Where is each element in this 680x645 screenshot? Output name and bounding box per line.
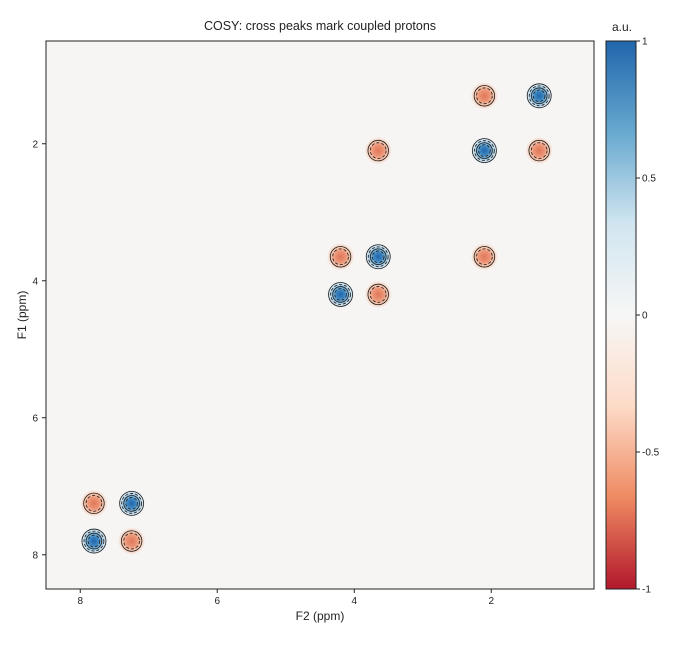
diagonal-peak xyxy=(525,82,553,110)
peak-contour xyxy=(528,85,550,107)
peak-fill xyxy=(470,243,499,271)
peak-fill xyxy=(80,489,108,518)
cross-peak xyxy=(364,136,392,165)
y-tick-label: 4 xyxy=(32,276,38,287)
peak-fill xyxy=(117,527,146,555)
cross-peak xyxy=(470,243,499,271)
diagonal-peak xyxy=(117,489,146,518)
peak-contour xyxy=(83,492,105,515)
peak-contour xyxy=(83,530,105,552)
peak-contour xyxy=(367,283,389,306)
diagonal-peak xyxy=(80,527,108,555)
colorbar-label: a.u. xyxy=(612,20,632,34)
cross-peak xyxy=(470,82,499,110)
colorbar: 1 0.5 0 -0.5 -1 xyxy=(605,37,660,596)
peak-contour xyxy=(85,495,103,512)
peak-contour xyxy=(369,286,387,303)
chart-title: COSY: cross peaks mark coupled protons xyxy=(204,19,436,33)
diagonal-peak xyxy=(364,243,392,271)
cross-peak xyxy=(326,243,355,271)
diagonal-peak xyxy=(326,280,355,309)
peak-contour xyxy=(476,248,493,266)
peak-contour xyxy=(329,246,352,268)
peak-contour xyxy=(532,89,546,103)
colorbar-tick-label: 0.5 xyxy=(642,174,656,185)
peak-contour xyxy=(87,534,101,548)
peak-fill xyxy=(525,136,553,165)
x-axis-title: F2 (ppm) xyxy=(296,609,345,623)
peak-contour xyxy=(81,528,107,554)
peak-contour xyxy=(367,139,389,162)
peaks-layer xyxy=(80,82,553,555)
peak-fill xyxy=(326,243,355,271)
y-tick-label: 2 xyxy=(32,139,38,150)
peak-contour xyxy=(474,140,495,161)
cross-peak xyxy=(117,527,146,555)
plot-area xyxy=(45,40,595,590)
peak-contour xyxy=(476,87,493,105)
peak-contour xyxy=(365,244,391,270)
peak-contour xyxy=(369,142,387,159)
y-tick-label: 6 xyxy=(32,413,38,424)
peak-contour xyxy=(530,142,548,159)
peak-contour xyxy=(473,85,496,107)
peak-contour xyxy=(123,495,140,512)
peak-contour xyxy=(528,139,550,162)
peak-contour xyxy=(334,288,347,301)
peak-contour xyxy=(473,246,496,268)
peak-contour xyxy=(119,490,145,516)
peak-contour xyxy=(332,286,349,303)
x-tick-label: 8 xyxy=(77,596,83,607)
diagonal-peak xyxy=(470,136,499,165)
peak-contour xyxy=(526,83,552,109)
peak-contour xyxy=(332,248,349,266)
cross-peak xyxy=(525,136,553,165)
colorbar-tick-label: 0 xyxy=(642,311,648,322)
peak-contour xyxy=(372,250,385,263)
x-axis-ticks: 8 6 4 2 xyxy=(77,589,494,607)
plot-frame xyxy=(45,40,595,590)
peak-contour xyxy=(123,532,140,550)
peak-contour xyxy=(478,144,491,157)
y-axis-title: F1 (ppm) xyxy=(15,291,29,340)
peak-contour xyxy=(476,142,493,159)
y-tick-label: 8 xyxy=(32,550,38,561)
peak-contour xyxy=(120,530,143,552)
peak-contour xyxy=(121,493,142,514)
colorbar-tick-label: -1 xyxy=(642,585,651,596)
peak-fill xyxy=(470,82,499,110)
peak-contour xyxy=(328,282,353,307)
cross-peak xyxy=(364,280,392,309)
colorbar-tick-label: 1 xyxy=(642,37,648,48)
peak-contour xyxy=(330,284,351,305)
cross-peak xyxy=(80,489,108,518)
peak-contour xyxy=(125,497,138,510)
peak-fill xyxy=(364,136,392,165)
x-tick-label: 6 xyxy=(214,596,220,607)
peak-contour xyxy=(369,248,387,266)
peak-contour xyxy=(472,138,497,163)
x-tick-label: 4 xyxy=(351,596,357,607)
y-axis-ticks: 2 4 6 8 xyxy=(32,139,46,561)
peak-contour xyxy=(530,87,548,105)
colorbar-scale xyxy=(605,40,637,590)
colorbar-tick-label: -0.5 xyxy=(642,448,660,459)
peak-contour xyxy=(85,532,103,550)
peak-fill xyxy=(364,280,392,309)
x-tick-label: 2 xyxy=(488,596,494,607)
peak-contour xyxy=(367,246,389,268)
